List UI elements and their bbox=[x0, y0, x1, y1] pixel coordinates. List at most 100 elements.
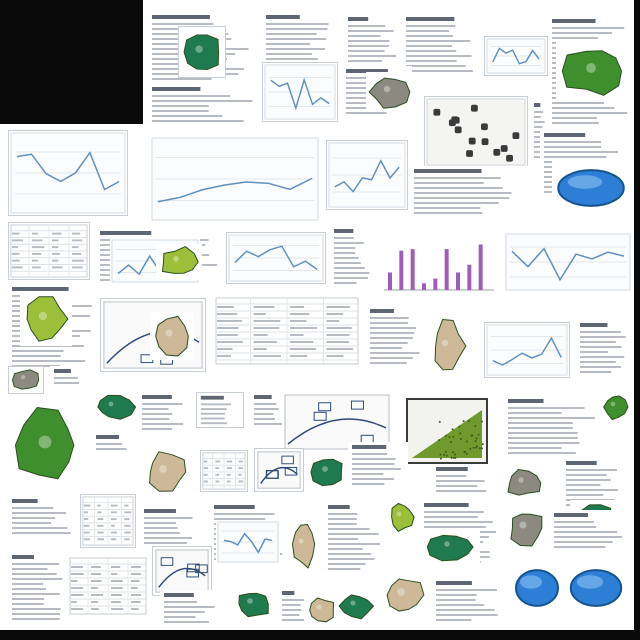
text-line bbox=[424, 526, 486, 528]
tile-graphic bbox=[348, 17, 396, 62]
bar-mark bbox=[410, 249, 415, 290]
text-line bbox=[508, 447, 562, 449]
tile-graphic bbox=[554, 513, 622, 548]
text-line bbox=[552, 37, 598, 39]
tile-graphic bbox=[266, 15, 329, 60]
text-line bbox=[406, 55, 472, 57]
table-cell bbox=[31, 246, 45, 249]
table-cell bbox=[290, 327, 318, 329]
tile-graphic bbox=[507, 469, 542, 496]
organic-shape bbox=[426, 534, 474, 562]
table-cell bbox=[124, 524, 131, 527]
text-line bbox=[328, 543, 380, 545]
table-cell bbox=[83, 518, 89, 521]
table-cell bbox=[71, 252, 82, 255]
tile-graphic bbox=[228, 234, 324, 282]
tile-graphic bbox=[97, 394, 137, 420]
text-line bbox=[12, 573, 57, 575]
terrain-dot bbox=[450, 441, 453, 444]
collage-tile-text bbox=[160, 590, 220, 626]
organic-shape bbox=[149, 451, 187, 492]
text-line bbox=[370, 352, 420, 354]
terrain-dot bbox=[472, 446, 475, 449]
collage-tile-line bbox=[262, 62, 338, 122]
scatter-point bbox=[454, 126, 462, 134]
text-line bbox=[580, 351, 608, 353]
organic-shape bbox=[338, 594, 375, 620]
collage-tile-text bbox=[140, 506, 200, 546]
text-line bbox=[164, 601, 198, 603]
text-line bbox=[266, 48, 326, 50]
text-line bbox=[12, 568, 48, 570]
tile-graphic bbox=[144, 509, 193, 544]
text-line bbox=[352, 458, 396, 460]
table-cell bbox=[131, 608, 139, 610]
heading-bar bbox=[12, 287, 69, 291]
text-line bbox=[544, 156, 607, 158]
terrain-dot bbox=[465, 440, 468, 443]
table-cell bbox=[124, 538, 130, 541]
text-line bbox=[144, 517, 193, 519]
tile-graphic bbox=[291, 523, 316, 569]
heading-bar bbox=[552, 19, 596, 23]
text-line bbox=[328, 548, 363, 550]
collage-tile-oval bbox=[552, 160, 630, 216]
table-cell bbox=[71, 266, 83, 269]
bar-mark bbox=[456, 272, 460, 290]
text-line bbox=[554, 546, 606, 548]
table-cell bbox=[91, 594, 104, 596]
terrain-dot bbox=[462, 420, 465, 423]
text-line bbox=[200, 412, 226, 415]
table-cell bbox=[11, 232, 20, 235]
scatter-point bbox=[481, 138, 489, 146]
collage-tile-text bbox=[262, 12, 342, 62]
tile-graphic bbox=[436, 581, 498, 621]
collage-tile-text bbox=[410, 166, 534, 220]
text-line bbox=[328, 513, 358, 515]
organic-shape bbox=[161, 246, 199, 274]
organic-shape bbox=[14, 407, 75, 480]
heading-bar bbox=[346, 69, 388, 73]
text-line bbox=[370, 322, 408, 324]
table-cell bbox=[217, 313, 238, 315]
table-cell bbox=[71, 259, 84, 262]
heading-bar bbox=[152, 87, 201, 91]
shape-highlight bbox=[444, 541, 450, 547]
table-cell bbox=[215, 480, 220, 483]
heading-bar bbox=[200, 395, 224, 400]
tile-graphic bbox=[328, 142, 406, 208]
table-cell bbox=[326, 355, 344, 357]
tile-graphic bbox=[505, 233, 631, 291]
collage-tile-teal bbox=[90, 392, 138, 422]
text-line bbox=[96, 443, 123, 445]
text-line bbox=[414, 202, 499, 204]
text-line bbox=[534, 116, 541, 118]
tile-graphic bbox=[334, 229, 370, 284]
table-cell bbox=[91, 608, 99, 610]
text-line bbox=[414, 187, 503, 189]
heading-bar bbox=[554, 513, 588, 517]
collage-tile-line bbox=[216, 520, 280, 564]
text-line bbox=[152, 23, 214, 25]
text-line bbox=[12, 350, 64, 352]
text-line bbox=[96, 448, 127, 450]
table-cell bbox=[51, 239, 59, 242]
terrain-dot bbox=[458, 425, 461, 428]
tile-graphic bbox=[152, 87, 253, 122]
tile-graphic bbox=[508, 399, 595, 454]
text-line bbox=[566, 484, 601, 486]
table-cell bbox=[97, 531, 104, 534]
terrain-dot bbox=[471, 434, 474, 437]
tile-graphic bbox=[26, 296, 69, 342]
heading-bar bbox=[414, 169, 482, 173]
collage-tile-text bbox=[196, 392, 244, 428]
text-line bbox=[406, 35, 453, 37]
collage-tile-diagram bbox=[254, 448, 304, 492]
collage-tile-text bbox=[148, 84, 258, 124]
text-line bbox=[436, 594, 477, 596]
shape-highlight bbox=[383, 85, 391, 93]
text-line bbox=[534, 126, 543, 128]
tile-graphic bbox=[54, 369, 80, 384]
text-line bbox=[334, 272, 370, 274]
terrain-dot bbox=[467, 420, 470, 423]
